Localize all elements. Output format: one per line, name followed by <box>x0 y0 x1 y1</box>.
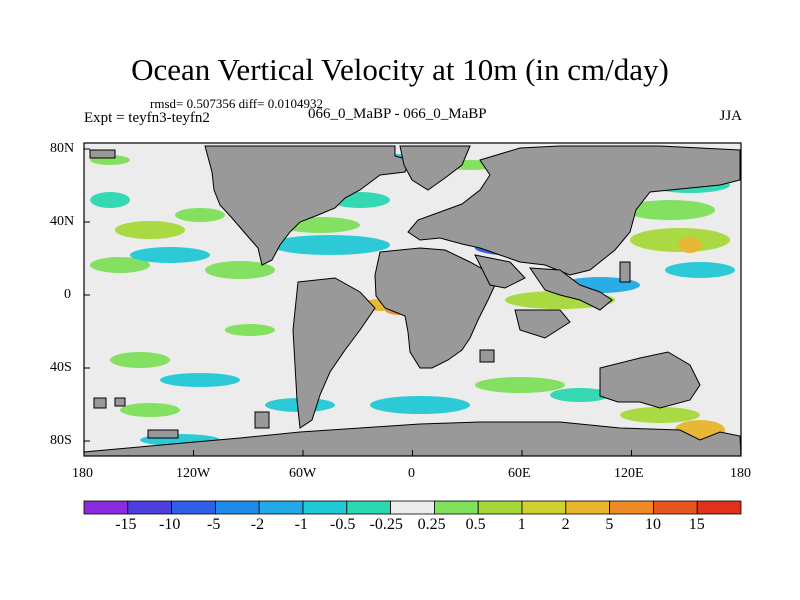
greenland <box>399 145 471 191</box>
australia <box>599 351 701 409</box>
x-tick-120w: 120W <box>176 466 211 481</box>
colorbar-swatch <box>433 500 479 515</box>
colorbar-swatch <box>346 500 391 515</box>
colorbar-swatch <box>565 500 610 515</box>
colorbar-label: 5 <box>605 516 614 533</box>
x-tick-marks <box>83 450 742 456</box>
y-tick-80n: 80N <box>50 141 75 156</box>
x-tick-180w: 180 <box>72 466 93 481</box>
x-tick-180e: 180 <box>730 466 751 481</box>
island-1 <box>479 349 495 363</box>
plot-title: Ocean Vertical Velocity at 10m (in cm/da… <box>131 52 669 87</box>
colorbar-swatch <box>609 500 654 515</box>
colorbar-swatch <box>696 500 742 515</box>
colorbar-label: -0.25 <box>369 516 403 533</box>
colorbar-label: -10 <box>159 516 181 533</box>
colorbar-label: 0.5 <box>465 516 486 533</box>
india-se-asia <box>529 267 613 311</box>
season-label: JJA <box>719 108 742 124</box>
island-6 <box>619 261 631 283</box>
colorbar-label: -1 <box>294 516 308 533</box>
colorbar-swatch <box>214 500 260 515</box>
colorbar-label: -5 <box>207 516 221 533</box>
stats-label: rmsd= 0.507356 diff= 0.0104932 <box>150 96 323 111</box>
island-5 <box>147 429 179 439</box>
colorbar-swatch <box>390 500 435 515</box>
runs-label: 066_0_MaBP - 066_0_MaBP <box>308 106 487 122</box>
colorbar-label: -15 <box>115 516 137 533</box>
colorbar-swatch <box>258 500 304 515</box>
y-tick-40n: 40N <box>50 214 75 229</box>
colorbar-label: 15 <box>688 516 705 533</box>
colorbar-label: 2 <box>561 516 570 533</box>
island-7 <box>89 149 116 159</box>
x-tick-120e: 120E <box>614 466 644 481</box>
indonesia <box>514 309 571 339</box>
colorbar-swatch <box>127 500 173 515</box>
x-tick-60e: 60E <box>508 466 531 481</box>
colorbar-swatch <box>171 500 216 515</box>
island-3 <box>114 397 126 407</box>
arabia <box>474 254 526 289</box>
island-2 <box>93 397 107 409</box>
colorbar-swatch <box>302 500 348 515</box>
africa <box>374 247 496 369</box>
colorbar-swatch <box>83 500 129 515</box>
y-tick-marks <box>84 148 90 442</box>
experiment-label: Expt = teyfn3-teyfn2 <box>84 110 210 126</box>
landmasses <box>83 145 742 457</box>
colorbar-label: 1 <box>517 516 526 533</box>
colorbar-swatch <box>477 500 523 515</box>
colorbar-swatch <box>653 500 698 515</box>
y-tick-40s: 40S <box>50 360 72 375</box>
colorbar-label: -0.5 <box>330 516 356 533</box>
colorbar-label: 0.25 <box>417 516 446 533</box>
x-tick-60w: 60W <box>289 466 317 481</box>
colorbar <box>83 500 742 515</box>
island-4 <box>254 411 270 429</box>
colorbar-swatch <box>521 500 567 515</box>
x-tick-0: 0 <box>408 466 415 481</box>
colorbar-label: 10 <box>645 516 661 533</box>
antarctica <box>83 421 742 457</box>
y-tick-80s: 80S <box>50 433 72 448</box>
colorbar-label: -2 <box>250 516 265 533</box>
y-tick-0: 0 <box>64 287 71 302</box>
south-america <box>292 277 376 429</box>
